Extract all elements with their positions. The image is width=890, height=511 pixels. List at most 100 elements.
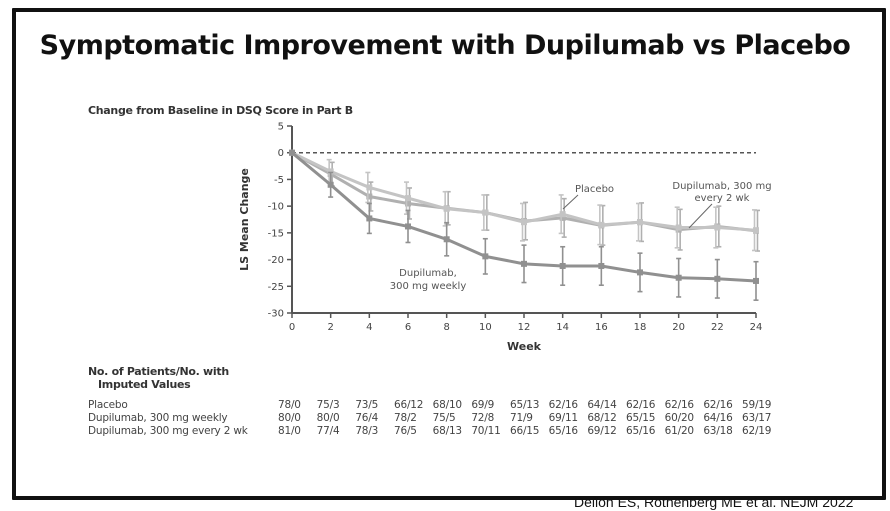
table-header: No. of Patients/No. with Imputed Values [88,365,229,391]
y-axis-label: LS Mean Change [238,168,251,271]
data-point [443,205,450,212]
data-point [327,181,334,188]
table-cell: 62/16 [703,399,733,411]
data-point [366,215,373,222]
table-cell: 65/15 [626,412,656,424]
y-tick-label: 5 [278,122,284,133]
annotation-q2w-line2: every 2 wk [695,193,750,204]
annotation-placebo: Placebo [575,184,614,195]
y-tick-label: -5 [274,175,284,186]
table-cell: 69/12 [587,425,617,437]
table-cell: 63/17 [742,412,772,424]
data-point [366,184,373,191]
table-cell: 71/9 [510,412,533,424]
table-cell: 66/15 [510,425,540,437]
table-cell: 68/13 [432,425,462,437]
table-row-label: Dupilumab, 300 mg weekly [88,412,228,424]
table-cell: 76/5 [394,425,417,437]
data-point [714,275,721,282]
data-point [559,262,566,269]
table-header-line1: No. of Patients/No. with [88,365,229,378]
x-axis-label: Week [507,340,542,353]
table-cell: 80/0 [316,412,340,424]
table-cell: 70/11 [471,425,501,437]
x-tick-label: 12 [518,322,531,333]
annotation-leader [688,203,713,229]
x-tick-label: 22 [711,322,724,333]
y-tick-label: -30 [268,309,284,320]
data-point [521,260,527,267]
table-cell: 62/16 [626,399,656,411]
table-cell: 62/16 [664,399,694,411]
x-tick-label: 6 [405,322,411,333]
table-row: Dupilumab, 300 mg every 2 wk 81/0 77/4 78/3… [88,425,771,437]
x-tick-label: 20 [672,322,685,333]
table-cell: 72/8 [471,412,495,424]
table-cell: 62/19 [742,425,772,437]
slide-title: Symptomatic Improvement with Dupilumab v… [39,30,851,61]
series-1 [289,149,759,301]
x-tick-label: 16 [595,322,608,333]
table-row: Dupilumab, 300 mg weekly 80/0 80/0 76/4 78/2… [88,412,771,424]
data-point [637,269,643,276]
data-point [405,223,411,230]
data-point [559,211,566,218]
table-cell: 75/3 [316,399,340,411]
x-tick-label: 4 [366,322,372,333]
table-cell: 69/9 [471,399,495,411]
table-row-label: Dupilumab, 300 mg every 2 wk [88,425,248,437]
data-point [405,195,411,202]
table-cell: 73/5 [355,399,379,411]
table-cell: 68/12 [587,412,617,424]
data-point [753,277,759,284]
annotation-q2w-line1: Dupilumab, 300 mg [672,181,771,192]
y-tick-label: -10 [268,202,284,213]
citation: Dellon ES, Rothenberg ME et al. NEJM 202… [574,494,854,510]
x-tick-label: 18 [634,322,647,333]
x-tick-label: 14 [556,322,569,333]
table-cell: 76/4 [355,412,379,424]
annotation-weekly-line2: 300 mg weekly [390,281,467,292]
series-0 [289,149,759,252]
table-cell: 60/20 [664,412,694,424]
annotation-leader [562,194,579,210]
table-header-line2: Imputed Values [98,378,191,391]
data-point [714,224,721,231]
table-cell: 81/0 [278,425,301,437]
y-tick-label: -25 [268,282,284,293]
x-tick-label: 2 [327,322,333,333]
data-point [482,253,489,260]
table-cell: 65/16 [548,425,578,437]
table-cell: 75/5 [432,412,456,424]
table-cell: 65/13 [510,399,540,411]
annotation-weekly-line1: Dupilumab, [399,268,457,279]
data-point [366,193,373,200]
data-point [753,227,759,234]
data-point [675,224,682,231]
table-cell: 78/0 [278,399,301,411]
data-point [675,274,682,281]
x-tick-label: 0 [289,322,295,333]
table-cell: 77/4 [316,425,340,437]
series-2 [289,149,760,252]
data-point [482,209,489,216]
y-tick-label: 0 [278,148,284,159]
table-cell: 64/16 [703,412,733,424]
table-cell: 65/16 [626,425,656,437]
table-cell: 68/10 [432,399,462,411]
x-tick-label: 24 [750,322,763,333]
data-point [598,221,605,228]
table-cell: 80/0 [278,412,301,424]
table-row-label: Placebo [88,399,128,411]
x-tick-label: 10 [479,322,492,333]
data-point [405,200,411,207]
y-tick-label: -20 [268,255,284,266]
table-cell: 59/19 [742,399,772,411]
table-cell: 63/18 [703,425,733,437]
table-cell: 78/3 [355,425,379,437]
data-point [521,219,527,226]
chart-title: Change from Baseline in DSQ Score in Par… [88,104,353,117]
table-cell: 78/2 [394,412,417,424]
data-point [559,214,566,221]
